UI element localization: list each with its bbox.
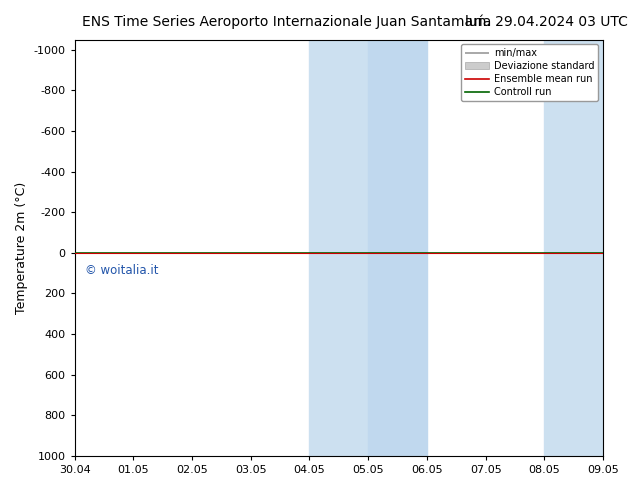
Text: lun. 29.04.2024 03 UTC: lun. 29.04.2024 03 UTC	[465, 15, 628, 29]
Legend: min/max, Deviazione standard, Ensemble mean run, Controll run: min/max, Deviazione standard, Ensemble m…	[461, 45, 598, 101]
Bar	[309, 40, 368, 456]
Text: ENS Time Series Aeroporto Internazionale Juan Santamaría: ENS Time Series Aeroporto Internazionale…	[82, 15, 492, 29]
Bar	[368, 40, 427, 456]
Y-axis label: Temperature 2m (°C): Temperature 2m (°C)	[15, 182, 28, 314]
Bar	[545, 40, 603, 456]
Text: © woitalia.it: © woitalia.it	[85, 265, 158, 277]
